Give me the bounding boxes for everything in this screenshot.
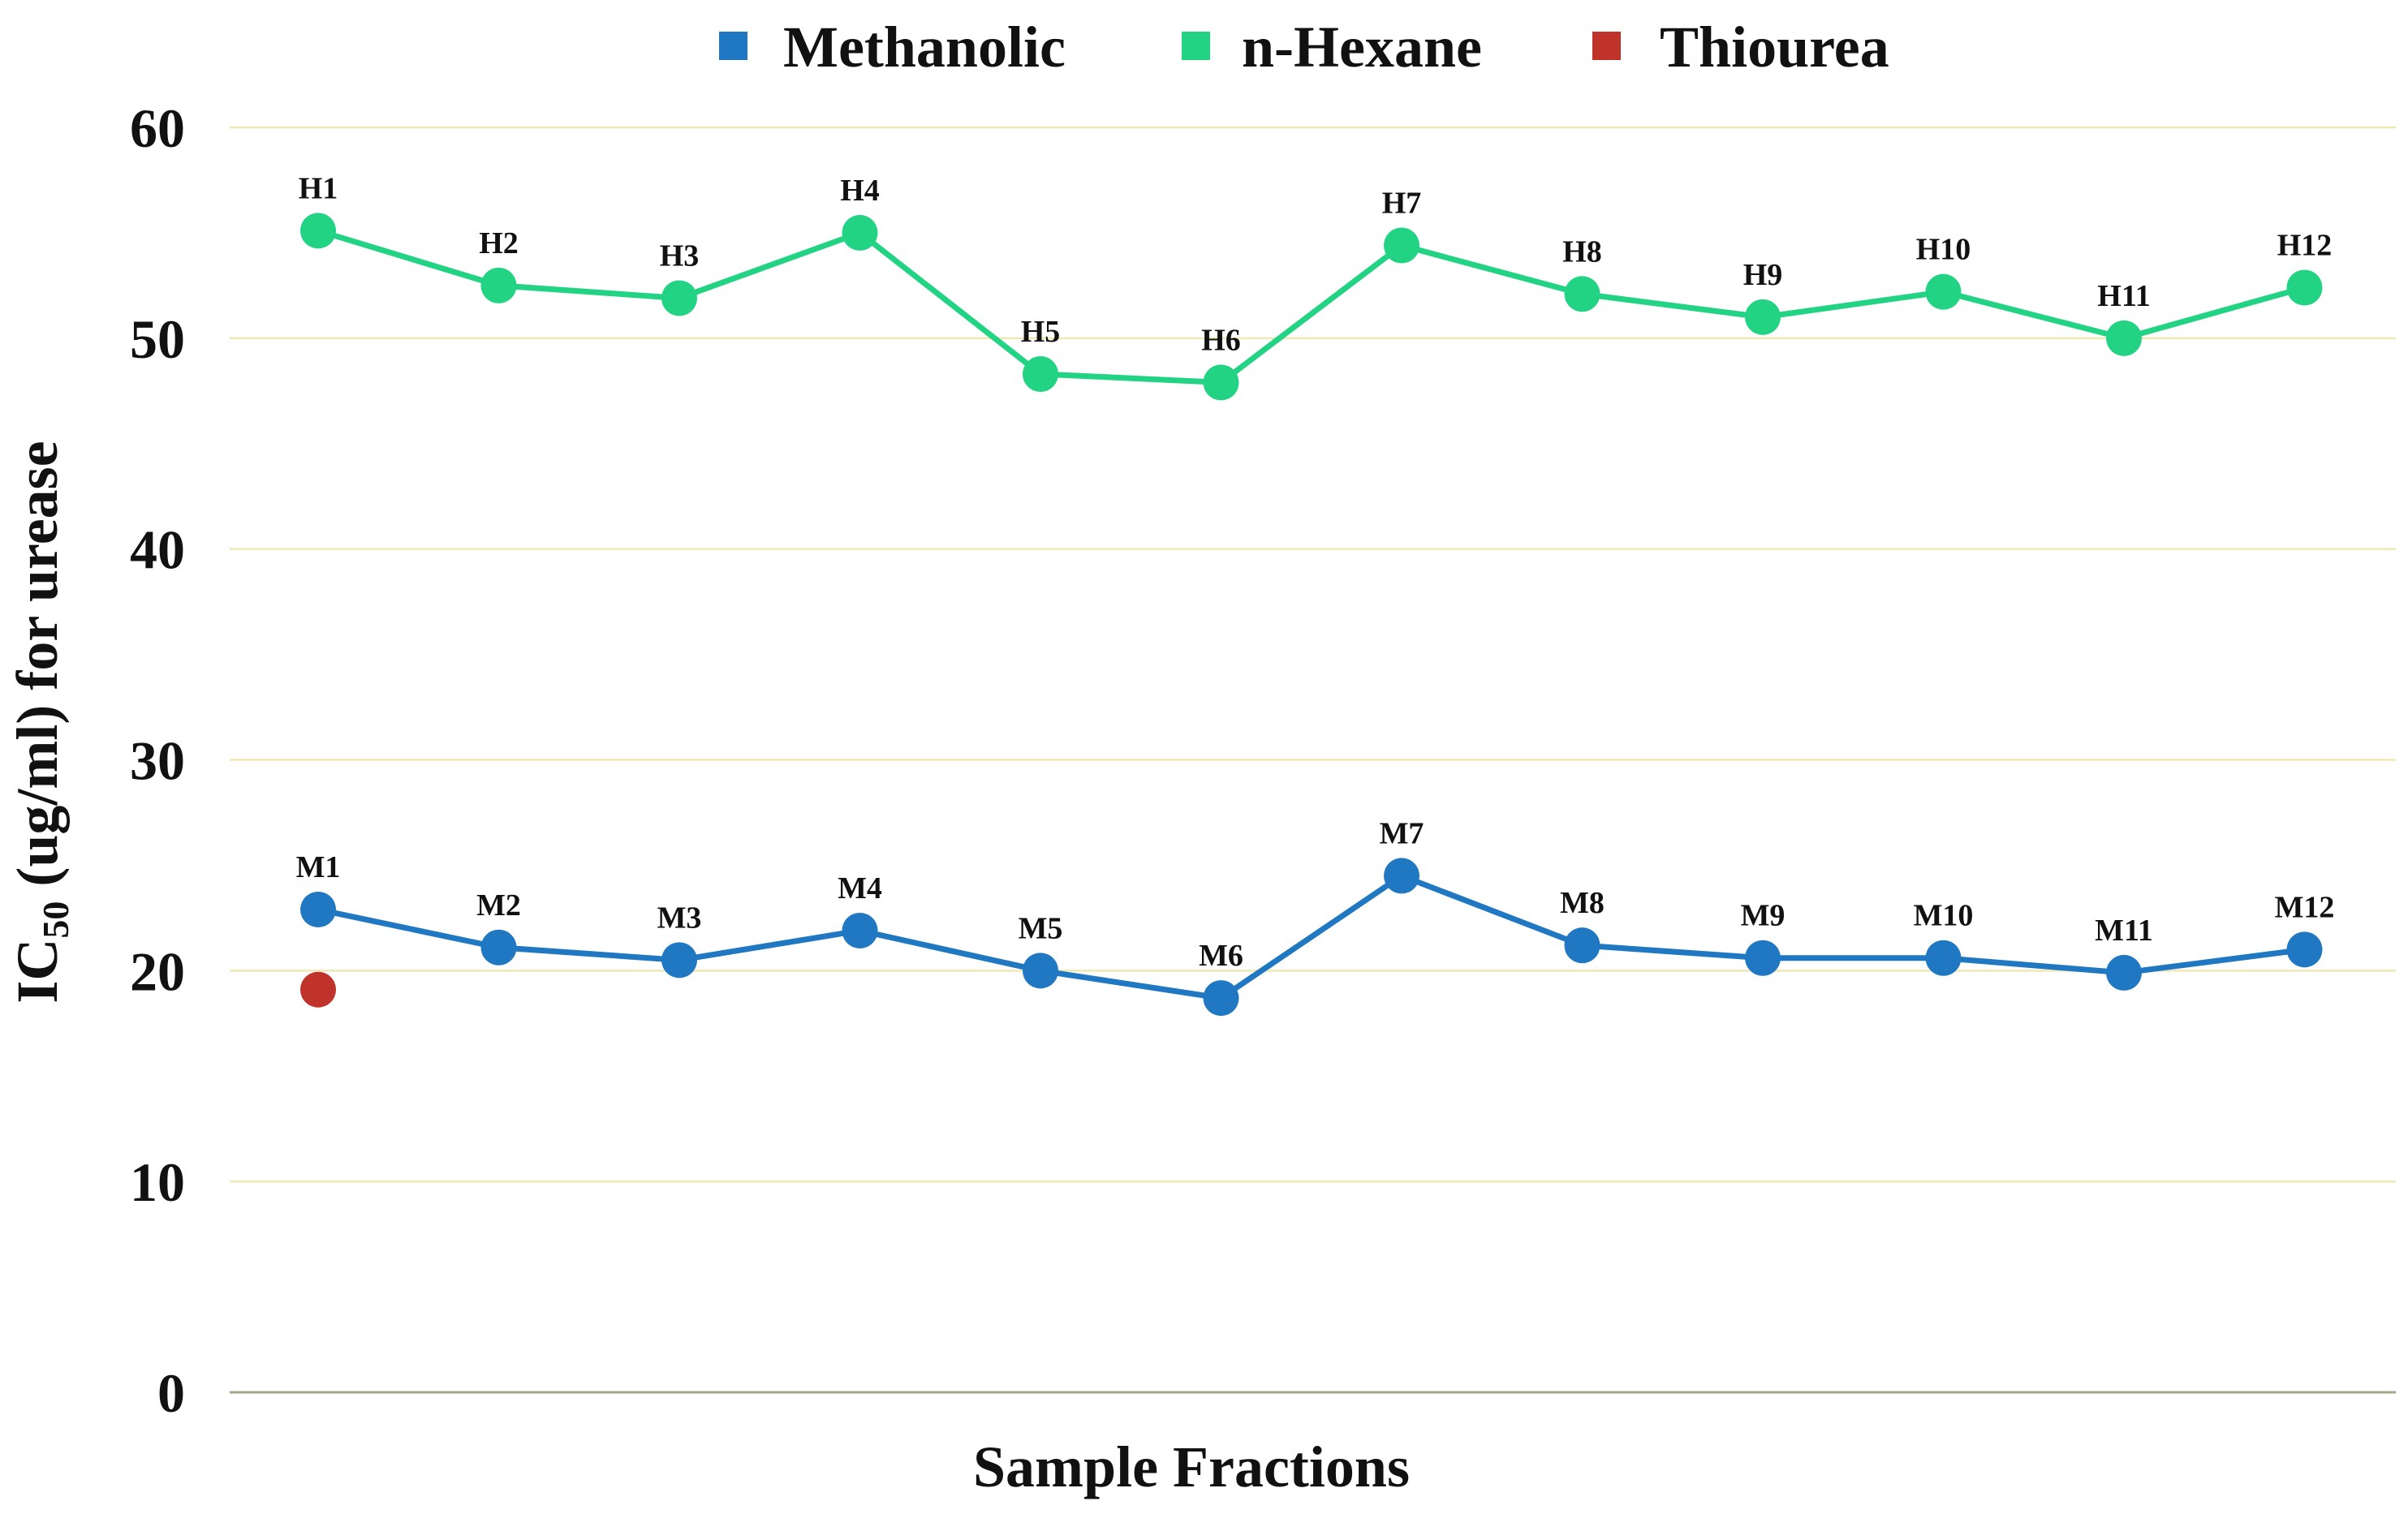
point-label-m6: M6 bbox=[1199, 939, 1243, 973]
point-n-hexane-10 bbox=[1925, 273, 1962, 310]
point-n-hexane-4 bbox=[842, 214, 878, 251]
y-axis-title: IC50 (ug/ml) for urease bbox=[5, 441, 76, 1003]
x-axis-title: Sample Fractions bbox=[973, 1434, 1410, 1499]
point-label-m10: M10 bbox=[1914, 899, 1974, 933]
y-tick-label-20: 20 bbox=[130, 940, 185, 1002]
point-label-h1: H1 bbox=[299, 171, 338, 205]
point-n-hexane-8 bbox=[1564, 276, 1600, 312]
point-n-hexane-12 bbox=[2286, 269, 2323, 306]
point-methanolic-7 bbox=[1384, 858, 1419, 894]
point-thiourea-1 bbox=[300, 971, 336, 1008]
legend-swatch-n-hexane bbox=[1182, 32, 1210, 60]
point-methanolic-10 bbox=[1925, 940, 1962, 976]
point-label-m3: M3 bbox=[657, 901, 702, 935]
point-label-h3: H3 bbox=[660, 239, 700, 273]
point-label-m1: M1 bbox=[296, 850, 341, 884]
point-methanolic-8 bbox=[1564, 927, 1600, 964]
legend-swatch-methanolic bbox=[719, 32, 747, 60]
point-methanolic-2 bbox=[480, 929, 517, 966]
point-label-m2: M2 bbox=[476, 888, 521, 923]
point-label-m4: M4 bbox=[838, 871, 882, 905]
legend: Methanolic n-Hexane Thiourea bbox=[719, 15, 1889, 80]
point-methanolic-5 bbox=[1023, 953, 1058, 989]
y-tick-label-0: 0 bbox=[157, 1362, 185, 1424]
point-methanolic-4 bbox=[842, 912, 878, 948]
point-label-m7: M7 bbox=[1380, 816, 1424, 850]
point-methanolic-1 bbox=[300, 891, 336, 927]
point-label-h10: H10 bbox=[1916, 233, 1971, 267]
point-n-hexane-6 bbox=[1203, 364, 1239, 401]
point-label-h2: H2 bbox=[479, 226, 519, 260]
point-n-hexane-1 bbox=[300, 213, 336, 249]
point-n-hexane-9 bbox=[1745, 299, 1781, 335]
y-tick-label-40: 40 bbox=[130, 519, 185, 581]
y-axis-title-rest: (ug/ml) for urease bbox=[5, 441, 70, 901]
point-methanolic-12 bbox=[2286, 931, 2323, 968]
y-tick-label-10: 10 bbox=[130, 1151, 185, 1213]
point-label-h8: H8 bbox=[1562, 234, 1602, 269]
point-label-h6: H6 bbox=[1201, 323, 1241, 357]
legend-swatch-thiourea bbox=[1592, 32, 1621, 60]
series-n-hexane: H1 H2 H3 H4 H5 H6 H7 H8 H9 H10 H11 H12 bbox=[299, 171, 2333, 401]
legend-label-n-hexane: n-Hexane bbox=[1242, 15, 1482, 80]
y-axis-title-main: IC bbox=[5, 939, 70, 1004]
series-methanolic: M1 M2 M3 M4 M5 M6 M7 M8 M9 M10 M11 M12 bbox=[296, 816, 2335, 1017]
series-line-n-hexane bbox=[315, 227, 2307, 385]
series-line-methanolic bbox=[315, 872, 2307, 1001]
point-label-m9: M9 bbox=[1741, 899, 1786, 933]
point-n-hexane-11 bbox=[2106, 320, 2142, 356]
point-n-hexane-2 bbox=[480, 267, 517, 303]
y-tick-label-60: 60 bbox=[130, 97, 185, 159]
point-n-hexane-5 bbox=[1023, 356, 1058, 393]
point-label-m5: M5 bbox=[1019, 911, 1063, 945]
point-label-m11: M11 bbox=[2095, 914, 2153, 948]
y-tick-label-30: 30 bbox=[130, 730, 185, 792]
point-methanolic-3 bbox=[661, 942, 697, 979]
y-axis-ticks: 0 10 20 30 40 50 60 bbox=[130, 97, 185, 1424]
point-label-h5: H5 bbox=[1021, 315, 1061, 349]
legend-label-methanolic: Methanolic bbox=[783, 15, 1066, 80]
point-n-hexane-3 bbox=[661, 280, 697, 316]
point-label-h4: H4 bbox=[840, 174, 880, 208]
point-label-h12: H12 bbox=[2277, 228, 2333, 262]
legend-label-thiourea: Thiourea bbox=[1660, 15, 1889, 80]
point-methanolic-6 bbox=[1203, 980, 1239, 1017]
series-thiourea bbox=[300, 971, 336, 1008]
grid-lines bbox=[230, 126, 2396, 1183]
y-axis-title-subscript: 50 bbox=[35, 901, 76, 939]
point-label-h11: H11 bbox=[2097, 279, 2150, 313]
point-methanolic-9 bbox=[1745, 940, 1781, 976]
y-tick-label-50: 50 bbox=[130, 308, 185, 370]
point-label-h7: H7 bbox=[1382, 187, 1422, 221]
point-n-hexane-7 bbox=[1384, 227, 1419, 264]
point-label-h9: H9 bbox=[1743, 258, 1783, 292]
point-methanolic-11 bbox=[2106, 954, 2142, 991]
point-label-m12: M12 bbox=[2275, 890, 2335, 924]
point-label-m8: M8 bbox=[1560, 886, 1605, 920]
